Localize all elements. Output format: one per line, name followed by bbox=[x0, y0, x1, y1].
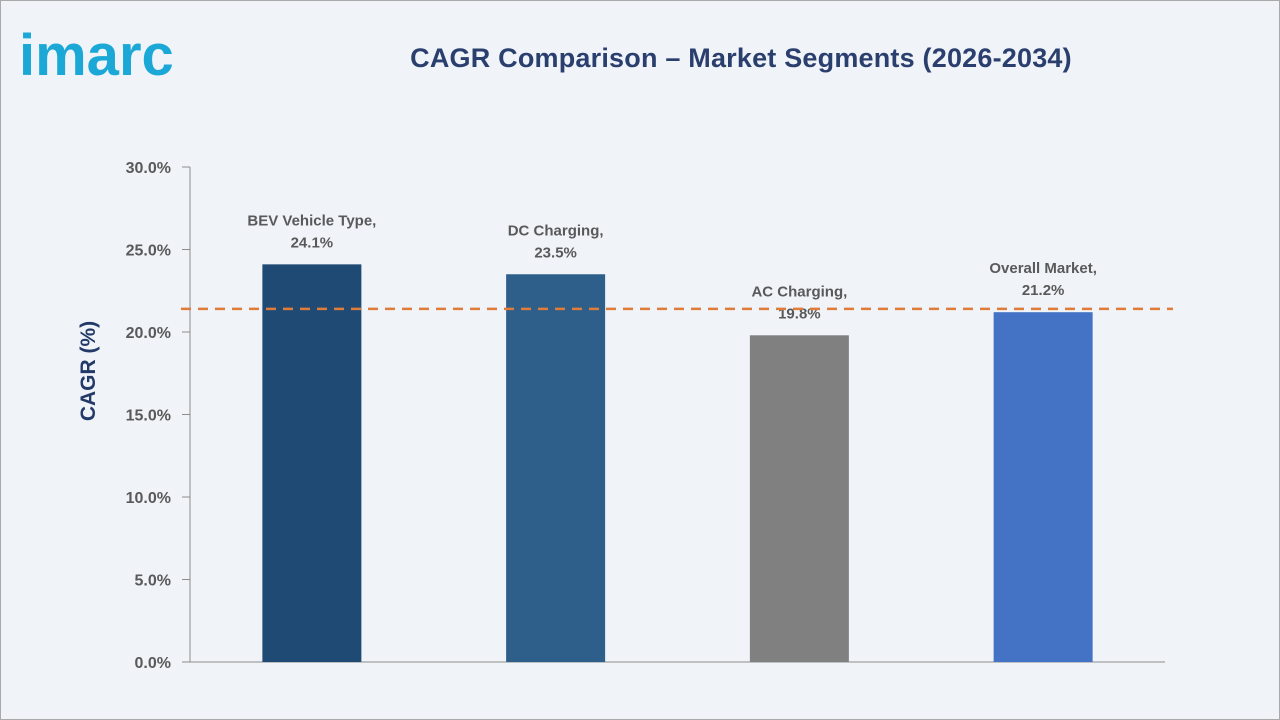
chart-title: CAGR Comparison – Market Segments (2026-… bbox=[410, 43, 1072, 73]
y-tick-label: 0.0% bbox=[135, 655, 171, 672]
bar-overall-market bbox=[993, 312, 1093, 662]
imarc-logo: imarc bbox=[19, 7, 219, 88]
y-tick-label: 10.0% bbox=[126, 490, 171, 507]
data-label-category: Overall Market, bbox=[989, 260, 1097, 277]
y-tick-label: 20.0% bbox=[126, 325, 171, 342]
data-label-category: AC Charging, bbox=[751, 283, 847, 300]
bar-dc-charging bbox=[506, 274, 606, 662]
data-label-category: DC Charging, bbox=[508, 222, 604, 239]
y-tick-label: 5.0% bbox=[135, 573, 171, 590]
y-tick-label: 25.0% bbox=[126, 243, 171, 260]
data-label-value: 24.1% bbox=[291, 234, 334, 251]
bar-ac-charging bbox=[749, 335, 849, 662]
data-label-category: BEV Vehicle Type, bbox=[247, 212, 376, 229]
bar-bev-vehicle-type bbox=[262, 264, 362, 662]
data-label-value: 23.5% bbox=[534, 244, 577, 261]
y-tick-label: 15.0% bbox=[126, 408, 171, 425]
data-label-value: 21.2% bbox=[1022, 282, 1065, 299]
logo-text: imarc bbox=[19, 23, 174, 87]
y-tick-label: 30.0% bbox=[126, 160, 171, 177]
imarc-logo-svg: imarc bbox=[19, 23, 174, 88]
